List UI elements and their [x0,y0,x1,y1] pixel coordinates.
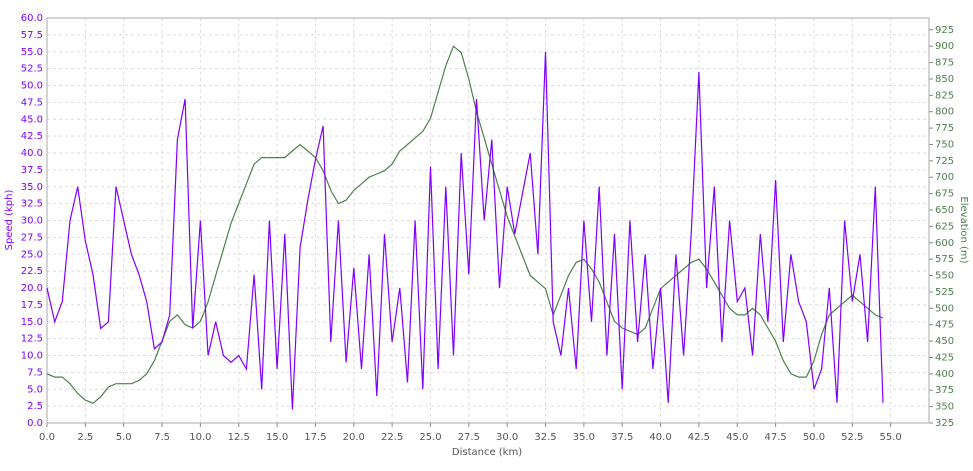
y2-tick-label: 800 [935,107,954,118]
y2-tick-label: 375 [935,385,954,396]
y2-tick-label: 550 [935,271,954,282]
y-tick-label: 30.0 [21,216,43,227]
y2-tick-label: 750 [935,139,954,150]
x-tick-label: 45.0 [726,432,748,443]
x-tick-label: 55.0 [880,432,902,443]
y-tick-label: 12.5 [21,334,43,345]
plot-frame [46,17,930,424]
x-tick-label: 52.5 [841,432,863,443]
x-axis-label: Distance (km) [452,447,522,458]
y-tick-label: 50.0 [21,81,43,92]
x-tick-label: 42.5 [688,432,710,443]
y-tick-label: 40.0 [21,148,43,159]
x-tick-label: 12.5 [228,432,250,443]
y-tick-label: 35.0 [21,182,43,193]
y-tick-label: 45.0 [21,114,43,125]
x-tick-label: 17.5 [304,432,326,443]
y-tick-label: 52.5 [21,64,43,75]
x-tick-label: 20.0 [343,432,365,443]
y2-tick-label: 600 [935,238,954,249]
x-tick-label: 37.5 [611,432,633,443]
y2-tick-label: 825 [935,90,954,101]
y2-tick-label: 775 [935,123,954,134]
x-tick-label: 50.0 [803,432,825,443]
line-series [46,51,884,410]
y-tick-label: 32.5 [21,199,43,210]
y-tick-label: 47.5 [21,97,43,108]
y2-axis-label: Elevation (m) [958,196,969,263]
x-tick-label: 2.5 [77,432,93,443]
y-tick-label: 25.0 [21,249,43,260]
y2-tick-label: 500 [935,303,954,314]
y-tick-label: 10.0 [21,351,43,362]
y-tick-label: 0.0 [27,418,43,429]
y2-tick-label: 675 [935,189,954,200]
y2-tick-label: 925 [935,25,954,36]
x-tick-label: 40.0 [649,432,671,443]
y-tick-label: 7.5 [27,367,43,378]
x-tick-label: 35.0 [573,432,595,443]
x-tick-label: 15.0 [266,432,288,443]
y-axis-label: Speed (kph) [4,190,15,251]
y-tick-label: 27.5 [21,232,43,243]
y-tick-label: 20.0 [21,283,43,294]
x-tick-label: 0.0 [39,432,55,443]
y2-tick-label: 575 [935,254,954,265]
x-tick-label: 10.0 [189,432,211,443]
y-tick-label: 42.5 [21,131,43,142]
y2-tick-label: 450 [935,336,954,347]
y-tick-label: 5.0 [27,384,43,395]
y-tick-label: 60.0 [21,13,43,24]
y-tick-label: 15.0 [21,317,43,328]
y2-tick-label: 625 [935,221,954,232]
y2-tick-label: 875 [935,58,954,69]
y2-tick-label: 475 [935,320,954,331]
line-series [46,45,884,404]
y2-tick-label: 400 [935,369,954,380]
x-tick-label: 47.5 [764,432,786,443]
x-tick-label: 32.5 [534,432,556,443]
y-tick-label: 57.5 [21,30,43,41]
x-tick-label: 7.5 [154,432,170,443]
y2-tick-label: 325 [935,418,954,429]
x-tick-label: 27.5 [458,432,480,443]
x-tick-label: 30.0 [496,432,518,443]
y2-tick-label: 350 [935,402,954,413]
x-tick-label: 5.0 [116,432,132,443]
y2-tick-label: 700 [935,172,954,183]
y-tick-label: 22.5 [21,266,43,277]
y2-tick-label: 850 [935,74,954,85]
x-tick-label: 25.0 [419,432,441,443]
y-tick-label: 17.5 [21,300,43,311]
y2-tick-label: 425 [935,352,954,363]
y2-tick-label: 650 [935,205,954,216]
y-tick-label: 2.5 [27,401,43,412]
y-tick-label: 37.5 [21,165,43,176]
y2-tick-label: 725 [935,156,954,167]
y-tick-label: 55.0 [21,47,43,58]
x-tick-label: 22.5 [381,432,403,443]
y2-tick-label: 900 [935,41,954,52]
y2-tick-label: 525 [935,287,954,298]
